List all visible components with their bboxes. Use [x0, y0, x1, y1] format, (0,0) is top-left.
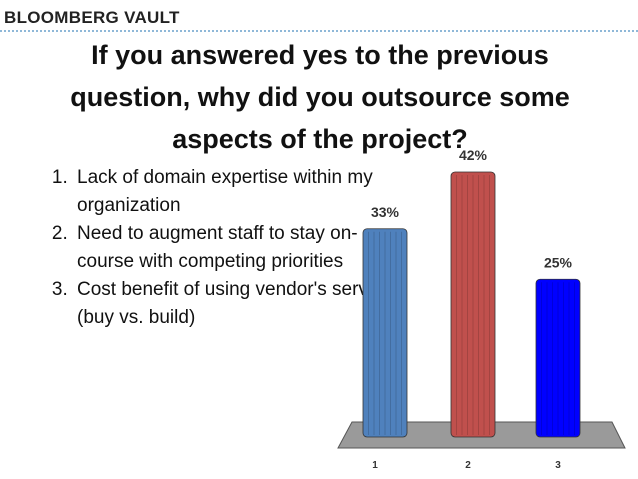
- list-item: Cost benefit of using vendor's services …: [73, 276, 403, 332]
- bar: [535, 278, 581, 438]
- reason-list: Lack of domain expertise within my organ…: [8, 164, 403, 332]
- list-item: Lack of domain expertise within my organ…: [73, 164, 403, 220]
- brand: BLOOMBERG VAULT: [4, 8, 180, 27]
- bar: [362, 228, 408, 438]
- bar: [450, 171, 496, 438]
- x-tick-label: 2: [465, 460, 471, 471]
- value-label: 25%: [544, 254, 573, 270]
- value-label: 42%: [459, 147, 488, 163]
- slide-title: If you answered yes to the previous ques…: [70, 40, 570, 154]
- x-tick-label: 1: [372, 460, 378, 471]
- x-tick-label: 3: [555, 460, 561, 471]
- dotted-rule: [0, 30, 638, 32]
- value-label: 33%: [371, 204, 400, 220]
- list-item: Need to augment staff to stay on-course …: [73, 220, 403, 276]
